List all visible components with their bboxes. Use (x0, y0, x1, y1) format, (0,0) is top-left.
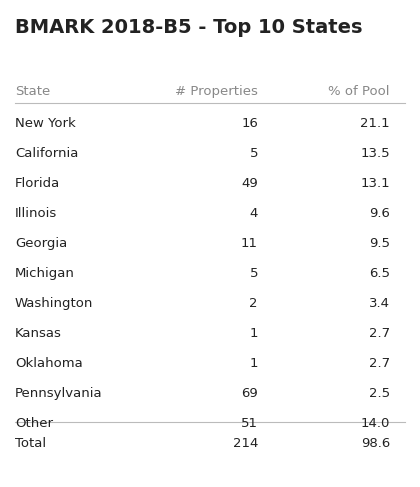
Text: 14.0: 14.0 (361, 417, 390, 430)
Text: Pennsylvania: Pennsylvania (15, 387, 102, 400)
Text: State: State (15, 85, 50, 98)
Text: 9.5: 9.5 (369, 237, 390, 250)
Text: # Properties: # Properties (175, 85, 258, 98)
Text: 6.5: 6.5 (369, 267, 390, 280)
Text: Oklahoma: Oklahoma (15, 357, 83, 370)
Text: Kansas: Kansas (15, 327, 62, 340)
Text: BMARK 2018-B5 - Top 10 States: BMARK 2018-B5 - Top 10 States (15, 18, 362, 37)
Text: Washington: Washington (15, 297, 93, 310)
Text: 1: 1 (249, 327, 258, 340)
Text: 5: 5 (249, 147, 258, 160)
Text: 69: 69 (241, 387, 258, 400)
Text: 9.6: 9.6 (369, 207, 390, 220)
Text: 13.5: 13.5 (360, 147, 390, 160)
Text: 214: 214 (233, 437, 258, 450)
Text: 11: 11 (241, 237, 258, 250)
Text: 1: 1 (249, 357, 258, 370)
Text: 21.1: 21.1 (360, 117, 390, 130)
Text: 49: 49 (241, 177, 258, 190)
Text: 51: 51 (241, 417, 258, 430)
Text: Other: Other (15, 417, 53, 430)
Text: California: California (15, 147, 79, 160)
Text: 4: 4 (249, 207, 258, 220)
Text: Total: Total (15, 437, 46, 450)
Text: Illinois: Illinois (15, 207, 57, 220)
Text: Georgia: Georgia (15, 237, 67, 250)
Text: 16: 16 (241, 117, 258, 130)
Text: Michigan: Michigan (15, 267, 75, 280)
Text: Florida: Florida (15, 177, 60, 190)
Text: New York: New York (15, 117, 76, 130)
Text: 5: 5 (249, 267, 258, 280)
Text: 2: 2 (249, 297, 258, 310)
Text: % of Pool: % of Pool (328, 85, 390, 98)
Text: 2.5: 2.5 (369, 387, 390, 400)
Text: 2.7: 2.7 (369, 327, 390, 340)
Text: 3.4: 3.4 (369, 297, 390, 310)
Text: 13.1: 13.1 (360, 177, 390, 190)
Text: 98.6: 98.6 (361, 437, 390, 450)
Text: 2.7: 2.7 (369, 357, 390, 370)
